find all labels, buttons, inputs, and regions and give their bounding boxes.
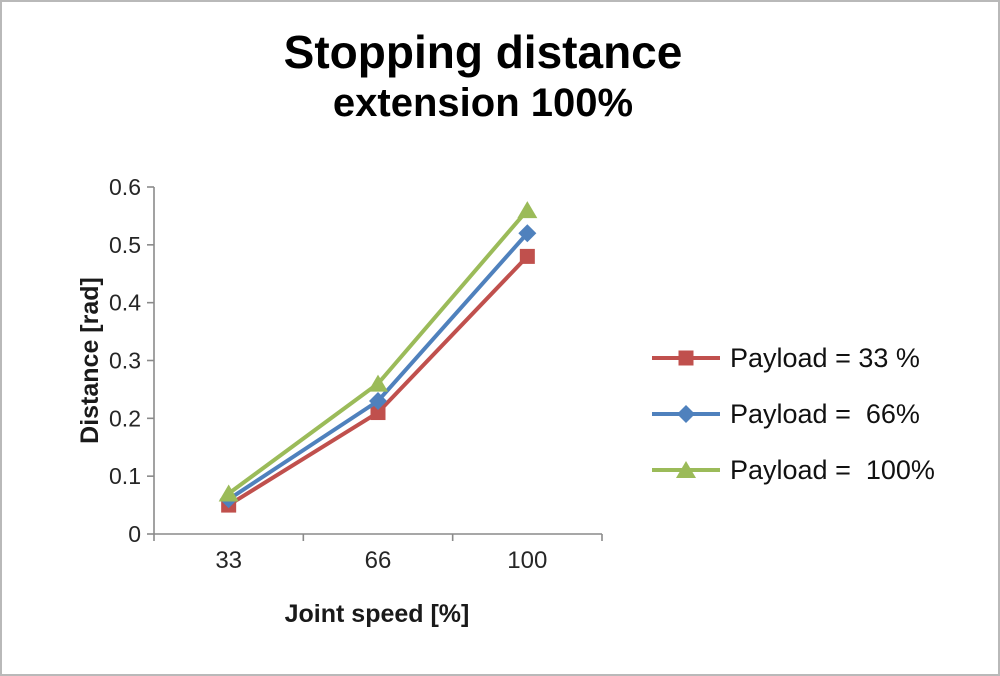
chart-subtitle: extension 100% <box>332 80 634 125</box>
legend-label: Payload = 66% <box>730 398 920 429</box>
svg-text:0.2: 0.2 <box>109 405 141 431</box>
line-chart-plot: 0 0.1 0.2 0.3 0.4 0.5 0.6 33 66 100 <box>109 174 603 574</box>
series-3 <box>218 201 538 502</box>
legend-square-marker-icon <box>652 350 720 366</box>
chart-title-block: Stopping distance extension 100% <box>2 26 964 127</box>
legend-item: Payload = 33 % <box>650 330 935 386</box>
legend-triangle-marker-icon <box>652 461 720 478</box>
svg-text:100: 100 <box>507 547 547 574</box>
svg-text:0: 0 <box>128 521 141 547</box>
legend-label: Payload = 33 % <box>730 342 920 373</box>
svg-text:0.1: 0.1 <box>109 463 141 489</box>
svg-text:0.6: 0.6 <box>109 174 141 200</box>
svg-text:0.5: 0.5 <box>109 232 141 258</box>
chart-title: Stopping distance <box>283 26 683 78</box>
x-axis-title: Joint speed [%] <box>284 600 470 628</box>
svg-text:0.3: 0.3 <box>109 348 141 374</box>
legend-item: Payload = 66% <box>650 386 935 442</box>
legend-item: Payload = 100% <box>650 442 935 498</box>
svg-text:66: 66 <box>365 547 392 574</box>
svg-text:0.4: 0.4 <box>109 290 141 316</box>
legend-label: Payload = 100% <box>730 454 935 485</box>
svg-text:33: 33 <box>215 547 242 574</box>
series-1 <box>221 248 535 513</box>
legend-diamond-marker-icon <box>652 405 720 423</box>
chart-legend: Payload = 33 % Payload = 66% Payload = 100… <box>650 330 935 498</box>
